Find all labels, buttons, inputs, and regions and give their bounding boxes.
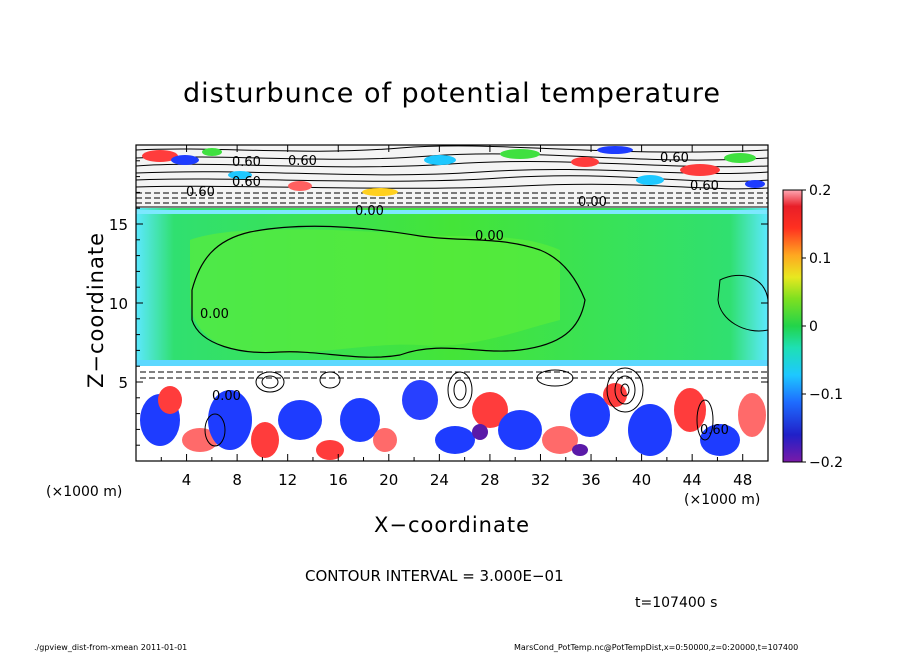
y-tick-label: 10: [109, 295, 128, 313]
contour-label: 0.00: [200, 307, 229, 322]
interior-bottom-edge: [136, 360, 768, 366]
x-axis-label: X−coordinate: [374, 513, 530, 537]
interior-top-edge: [136, 210, 768, 214]
y-axis-ticks: 5 10 15: [109, 160, 768, 446]
upper-color-patches: [142, 146, 765, 196]
contour-label: 0.00: [578, 195, 607, 210]
x-tick-label: 16: [329, 471, 348, 489]
x-unit-left: (×1000 m): [46, 484, 123, 500]
time-label: t=107400 s: [635, 595, 718, 611]
x-tick-label: 12: [278, 471, 297, 489]
x-tick-label: 28: [480, 471, 499, 489]
contour-label: 0.60: [660, 151, 689, 166]
x-unit-right: (×1000 m): [684, 492, 761, 508]
contour-interval: CONTOUR INTERVAL = 3.000E−01: [305, 567, 564, 585]
contour-label: 0.60: [700, 423, 729, 438]
x-tick-label: 8: [232, 471, 242, 489]
colorbar-tick-label: 0.2: [809, 183, 831, 199]
lower-contours: [140, 367, 768, 447]
y-axis-label: Z−coordinate: [84, 232, 108, 388]
lower-eddies: [140, 380, 766, 460]
interior-plateau: [190, 229, 560, 354]
x-tick-label: 44: [683, 471, 702, 489]
footer-left: ./gpview_dist-from-xmean 2011-01-01: [34, 643, 188, 652]
x-axis-ticks: 4 8 12 16 20 24 28 32 36 40 44 48: [160, 145, 752, 489]
x-tick-label: 4: [182, 471, 192, 489]
contour-label: 0.60: [690, 179, 719, 194]
colorbar-tick-label: 0: [809, 319, 818, 335]
contour-labels: 0.60 0.600.600.600.600.600.000.000.000.00…: [186, 151, 729, 438]
upper-streaks: [136, 145, 768, 208]
interior-contour: [191, 225, 586, 358]
contour-label: 0.00: [475, 229, 504, 244]
contour-label: 0.00: [355, 204, 384, 219]
x-tick-label: 24: [430, 471, 449, 489]
x-tick-label: 48: [733, 471, 752, 489]
x-tick-label: 32: [531, 471, 550, 489]
y-tick-label: 15: [109, 216, 128, 234]
contour-label: 0.60: [288, 154, 317, 169]
y-tick-label: 5: [118, 374, 128, 392]
temperature-field: [136, 145, 768, 461]
contour-label: 0.00: [212, 389, 241, 404]
x-tick-label: 40: [632, 471, 651, 489]
x-tick-label: 20: [379, 471, 398, 489]
colorbar-tick-label: 0.1: [809, 251, 831, 267]
colorbar: [782, 189, 803, 463]
contour-label: 0.60: [232, 175, 261, 190]
chart-title: disturbunce of potential temperature: [183, 78, 721, 109]
colorbar-ticks: 0.2 0.1 0 −0.1 −0.2: [802, 183, 843, 471]
colorbar-tick-label: −0.1: [809, 387, 843, 403]
colorbar-tick-label: −0.2: [809, 455, 843, 471]
contour-label: 0.60: [232, 155, 261, 170]
x-tick-label: 36: [581, 471, 600, 489]
footer-right: MarsCond_PotTemp.nc@PotTempDist,x=0:5000…: [514, 643, 799, 652]
contour-label: 0.60: [186, 185, 215, 200]
